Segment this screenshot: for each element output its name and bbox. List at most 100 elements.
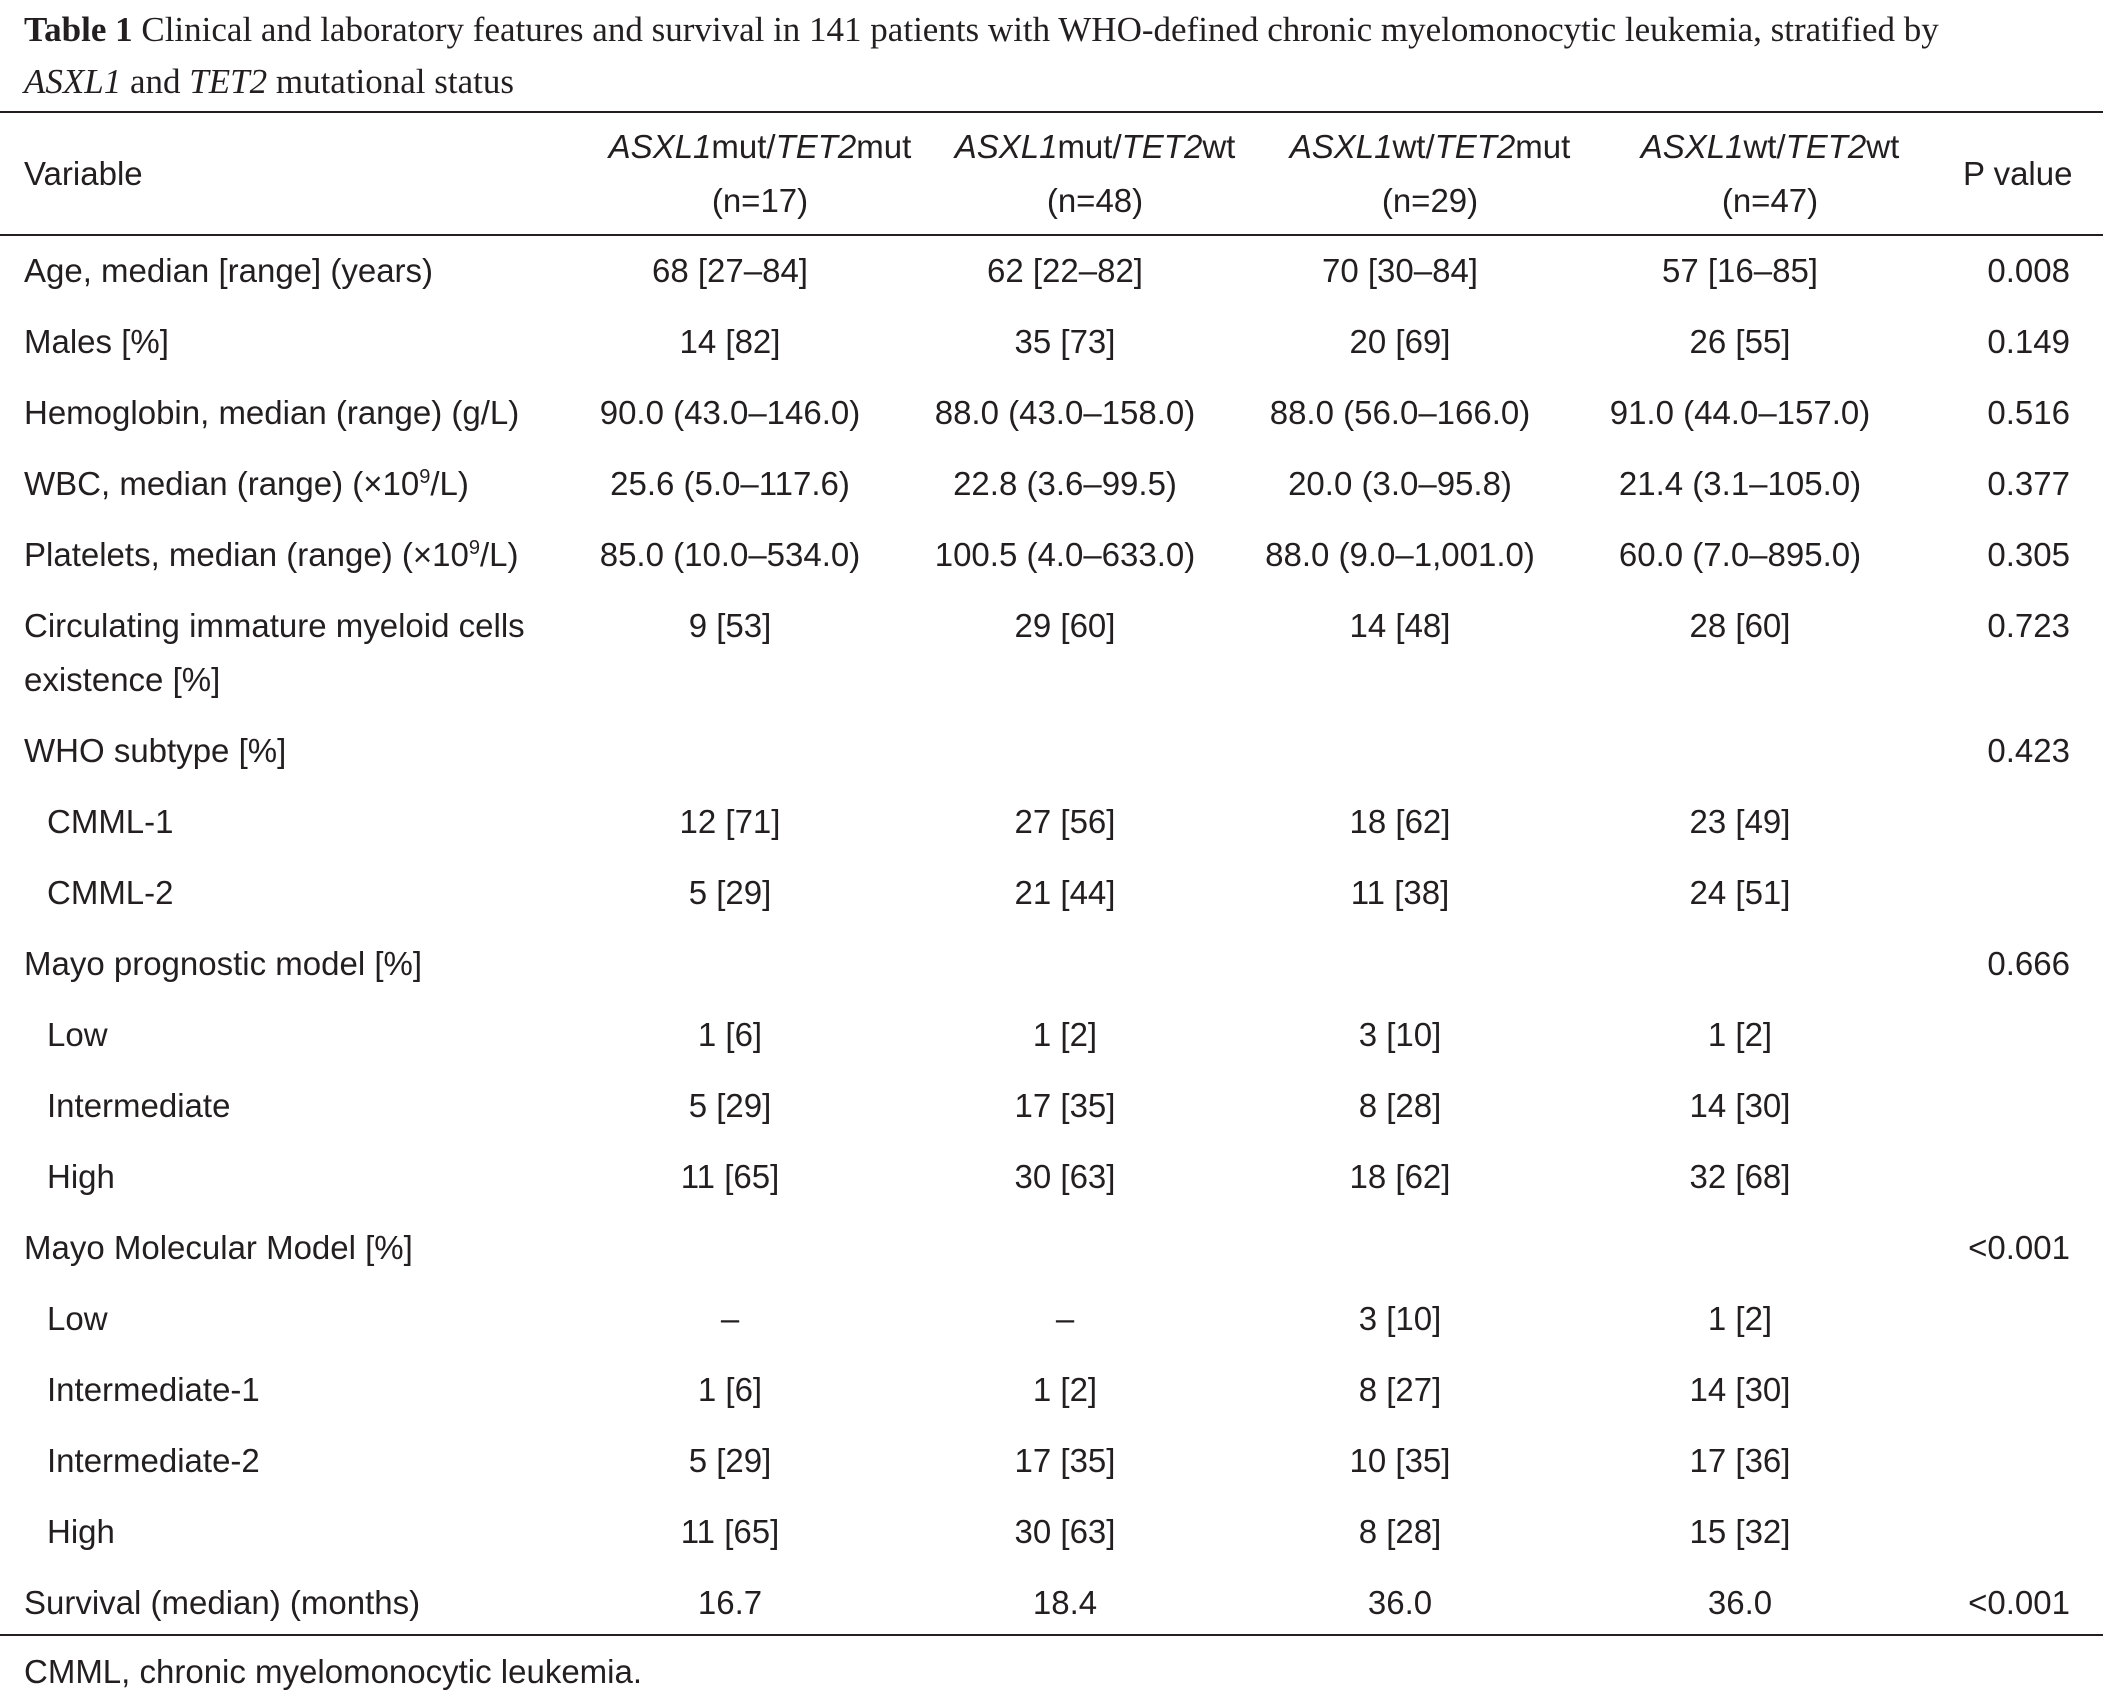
header-rule xyxy=(0,234,2103,236)
row-pvalue: <0.001 xyxy=(1968,1584,2070,1621)
row-value: 62 [22–82] xyxy=(987,252,1143,289)
row-pvalue: <0.001 xyxy=(1968,1229,2070,1266)
row-value: 5 [29] xyxy=(688,874,772,911)
row-pvalue: 0.516 xyxy=(1987,394,2070,431)
table-caption: Table 1 Clinical and laboratory features… xyxy=(24,4,2084,108)
row-label: Age, median [range] (years) xyxy=(24,252,434,289)
row-pvalue: 0.149 xyxy=(1987,323,2070,360)
top-rule xyxy=(0,111,2103,113)
header-variable: Variable xyxy=(24,155,143,192)
caption-gene-1: ASXL1 xyxy=(24,62,122,101)
row-value: 5 [29] xyxy=(688,1442,772,1479)
row-value: 91.0 (44.0–157.0) xyxy=(1609,394,1871,431)
row-value: 30 [63] xyxy=(1014,1158,1116,1195)
row-value: 35 [73] xyxy=(1014,323,1116,360)
row-value: – xyxy=(720,1300,740,1337)
header-group-1: ASXL1mut/TET2mut (n=17) xyxy=(608,128,912,219)
row-value: 70 [30–84] xyxy=(1322,252,1478,289)
row-value: 17 [35] xyxy=(1014,1087,1116,1124)
row-value: 68 [27–84] xyxy=(652,252,808,289)
row-value: 18 [62] xyxy=(1349,803,1451,840)
caption-gene-2: TET2 xyxy=(189,62,268,101)
row-label: Circulating immature myeloid cells existe… xyxy=(24,607,525,698)
row-value: 60.0 (7.0–895.0) xyxy=(1618,536,1862,573)
table-footnote: CMML, chronic myelomonocytic leukemia. xyxy=(24,1653,643,1690)
row-value: 17 [35] xyxy=(1014,1442,1116,1479)
header-pvalue: P value xyxy=(1963,155,2073,192)
header-n: (n=47) xyxy=(1721,182,1819,219)
row-value: 1 [2] xyxy=(1032,1016,1098,1053)
row-value: 5 [29] xyxy=(688,1087,772,1124)
row-value: 22.8 (3.6–99.5) xyxy=(953,465,1177,502)
row-value: 8 [27] xyxy=(1358,1371,1442,1408)
row-value: 36.0 xyxy=(1367,1584,1433,1621)
row-value: 14 [48] xyxy=(1349,607,1451,644)
row-value: 12 [71] xyxy=(679,803,781,840)
caption-text-1: Clinical and laboratory features and sur… xyxy=(132,10,1939,49)
caption-and: and xyxy=(121,62,190,101)
row-value: 85.0 (10.0–534.0) xyxy=(599,536,861,573)
row-pvalue: 0.666 xyxy=(1987,945,2070,982)
row-value: 9 [53] xyxy=(688,607,772,644)
table-label: Table 1 xyxy=(24,10,133,49)
row-value: 8 [28] xyxy=(1358,1087,1442,1124)
row-pvalue: 0.423 xyxy=(1987,732,2070,769)
row-value: 27 [56] xyxy=(1014,803,1116,840)
header-group-3: ASXL1wt/TET2mut (n=29) xyxy=(1289,128,1571,219)
row-value: 88.0 (56.0–166.0) xyxy=(1269,394,1531,431)
row-value: 8 [28] xyxy=(1358,1513,1442,1550)
row-value: 16.7 xyxy=(697,1584,763,1621)
row-label: CMML-1 xyxy=(47,803,174,840)
row-value: 3 [10] xyxy=(1358,1300,1442,1337)
row-value: 90.0 (43.0–146.0) xyxy=(599,394,861,431)
row-label: Mayo prognostic model [%] xyxy=(24,945,423,982)
row-value: 30 [63] xyxy=(1014,1513,1116,1550)
row-value: 25.6 (5.0–117.6) xyxy=(610,465,850,502)
row-pvalue: 0.723 xyxy=(1987,607,2070,644)
row-value: 18 [62] xyxy=(1349,1158,1451,1195)
row-value: 88.0 (9.0–1,001.0) xyxy=(1265,536,1535,573)
row-value: 11 [38] xyxy=(1350,874,1450,911)
row-value: 18.4 xyxy=(1032,1584,1098,1621)
row-pvalue: 0.305 xyxy=(1987,536,2070,573)
row-pvalue: 0.008 xyxy=(1987,252,2070,289)
row-value: 100.5 (4.0–633.0) xyxy=(934,536,1196,573)
row-value: 32 [68] xyxy=(1689,1158,1791,1195)
row-label: Platelets, median (range) (×109/L) xyxy=(24,536,519,573)
row-value: 57 [16–85] xyxy=(1662,252,1818,289)
row-label: Hemoglobin, median (range) (g/L) xyxy=(24,394,520,431)
row-value: 29 [60] xyxy=(1014,607,1116,644)
header-n: (n=29) xyxy=(1381,182,1479,219)
header-n: (n=48) xyxy=(1046,182,1144,219)
row-value: 14 [30] xyxy=(1689,1087,1791,1124)
row-value: – xyxy=(1055,1300,1075,1337)
row-value: 1 [2] xyxy=(1707,1016,1773,1053)
row-value: 21 [44] xyxy=(1014,874,1116,911)
row-label: High xyxy=(47,1513,115,1550)
row-value: 14 [30] xyxy=(1689,1371,1791,1408)
row-label: WHO subtype [%] xyxy=(24,732,287,769)
row-value: 17 [36] xyxy=(1689,1442,1791,1479)
row-value: 1 [2] xyxy=(1707,1300,1773,1337)
row-value: 24 [51] xyxy=(1689,874,1791,911)
row-value: 88.0 (43.0–158.0) xyxy=(934,394,1196,431)
row-label: CMML-2 xyxy=(47,874,174,911)
row-pvalue: 0.377 xyxy=(1987,465,2070,502)
row-value: 20 [69] xyxy=(1349,323,1451,360)
header-group-2: ASXL1mut/TET2wt (n=48) xyxy=(954,128,1236,219)
row-label: Mayo Molecular Model [%] xyxy=(24,1229,413,1266)
row-value: 36.0 xyxy=(1707,1584,1773,1621)
row-label: Intermediate-1 xyxy=(47,1371,260,1408)
row-label: Survival (median) (months) xyxy=(24,1584,421,1621)
row-value: 1 [6] xyxy=(697,1371,763,1408)
header-group-4: ASXL1wt/TET2wt (n=47) xyxy=(1640,128,1900,219)
row-label: Intermediate xyxy=(47,1087,231,1124)
row-label: Intermediate-2 xyxy=(47,1442,260,1479)
row-value: 10 [35] xyxy=(1349,1442,1451,1479)
row-value: 11 [65] xyxy=(680,1513,780,1550)
row-value: 23 [49] xyxy=(1689,803,1791,840)
row-label: Low xyxy=(47,1300,108,1337)
row-label: Males [%] xyxy=(24,323,169,360)
row-value: 11 [65] xyxy=(680,1158,780,1195)
header-n: (n=17) xyxy=(711,182,809,219)
